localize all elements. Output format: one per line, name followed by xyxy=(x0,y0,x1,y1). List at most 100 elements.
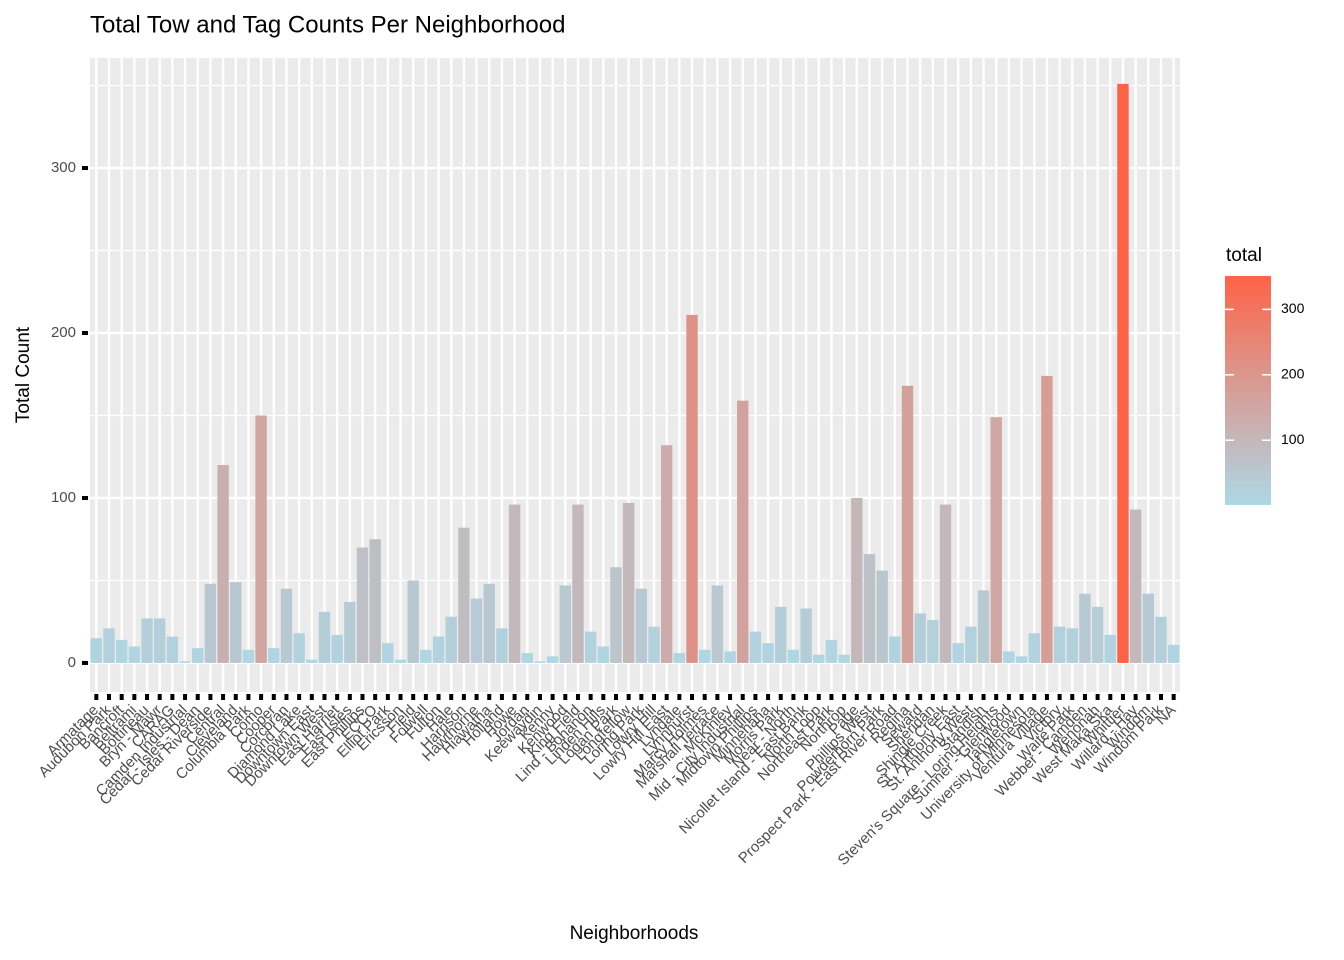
bar xyxy=(762,643,774,663)
bar xyxy=(660,445,673,663)
bar xyxy=(318,611,331,663)
bar xyxy=(965,626,977,663)
bar xyxy=(749,631,762,663)
bar xyxy=(1155,616,1167,663)
bar xyxy=(1091,606,1104,663)
bar xyxy=(166,636,179,663)
bar xyxy=(584,631,597,663)
bar xyxy=(445,616,457,663)
bar xyxy=(331,634,343,663)
bar xyxy=(192,648,204,663)
bar xyxy=(1066,628,1078,663)
bar xyxy=(432,636,445,663)
y-tick-label: 100 xyxy=(51,489,76,506)
bar xyxy=(990,417,1002,663)
legend-tick-label: 200 xyxy=(1281,366,1305,382)
bar xyxy=(230,582,242,663)
bar xyxy=(889,636,901,663)
bar xyxy=(1041,375,1053,663)
bar xyxy=(673,653,686,663)
bar xyxy=(775,606,787,663)
bar xyxy=(496,628,508,663)
bar xyxy=(952,643,964,663)
bar xyxy=(90,638,103,663)
legend-title: total xyxy=(1226,245,1262,266)
bar xyxy=(711,585,724,663)
bar xyxy=(546,656,559,663)
bar xyxy=(534,661,546,663)
y-tick-label: 0 xyxy=(68,654,76,671)
bar xyxy=(458,527,470,663)
bar xyxy=(914,613,926,663)
y-axis-label: Total Count xyxy=(13,326,34,423)
bar xyxy=(648,626,660,663)
legend-tick-label: 100 xyxy=(1281,431,1305,447)
bar xyxy=(901,385,914,663)
plot-panel xyxy=(90,58,1180,692)
bar xyxy=(1003,651,1015,663)
bar xyxy=(344,601,356,663)
bar xyxy=(838,654,850,663)
bar xyxy=(521,653,533,663)
bar xyxy=(217,464,229,663)
bar xyxy=(927,620,939,663)
bar xyxy=(737,400,749,663)
bar xyxy=(204,583,217,663)
bar xyxy=(382,643,394,663)
y-tick-label: 200 xyxy=(51,324,76,341)
bar xyxy=(483,583,495,663)
bar xyxy=(1117,83,1129,663)
bar xyxy=(470,598,483,663)
bar xyxy=(242,649,255,663)
bar xyxy=(939,504,952,663)
bar xyxy=(622,502,635,663)
bar xyxy=(1079,593,1091,663)
bar xyxy=(154,618,166,663)
x-axis-label: Neighborhoods xyxy=(570,923,699,944)
bar xyxy=(1167,644,1180,663)
bar xyxy=(1015,656,1028,663)
bar xyxy=(280,588,293,663)
bar xyxy=(1104,634,1116,663)
bar xyxy=(420,649,432,663)
bar xyxy=(115,639,128,663)
bar xyxy=(268,648,280,663)
bar xyxy=(306,659,318,663)
bar xyxy=(128,646,141,663)
bar xyxy=(572,504,584,663)
bar xyxy=(724,651,736,663)
bar xyxy=(559,585,571,663)
bar xyxy=(356,547,369,663)
bar xyxy=(876,570,888,663)
legend-tick-label: 300 xyxy=(1281,300,1305,316)
bar xyxy=(255,415,267,663)
bar xyxy=(825,639,838,663)
bar xyxy=(141,618,153,663)
bar xyxy=(1129,509,1142,663)
bar xyxy=(813,654,825,663)
bar xyxy=(597,646,610,663)
bar xyxy=(179,661,191,663)
bar xyxy=(610,567,622,663)
legend-colorbar xyxy=(1225,276,1271,505)
bar xyxy=(394,659,407,663)
chart-title: Total Tow and Tag Counts Per Neighborhoo… xyxy=(90,11,565,38)
bar xyxy=(686,314,698,663)
bar xyxy=(293,633,305,663)
bar xyxy=(635,588,648,663)
bar xyxy=(508,504,521,663)
bar xyxy=(787,649,800,663)
bar xyxy=(1053,626,1066,663)
bar xyxy=(699,649,711,663)
bar xyxy=(863,554,876,663)
bar xyxy=(977,590,990,663)
bar xyxy=(1028,633,1040,663)
bar xyxy=(851,497,863,663)
bar xyxy=(103,628,115,663)
y-tick-label: 300 xyxy=(51,159,76,176)
bar xyxy=(407,580,419,663)
bar xyxy=(369,539,381,663)
bar xyxy=(800,608,812,663)
bar xyxy=(1142,593,1155,663)
